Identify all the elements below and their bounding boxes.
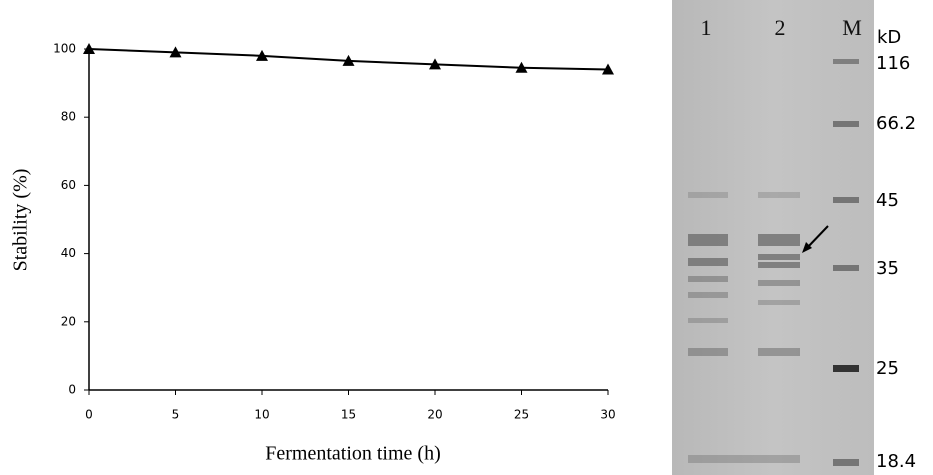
gel xyxy=(672,0,874,475)
marker-label: 45 xyxy=(876,190,899,211)
y-axis-label: Stability (%) xyxy=(10,169,32,272)
x-tick-label: 10 xyxy=(254,408,269,422)
x-tick-label: 30 xyxy=(600,408,615,422)
lane-label: 2 xyxy=(775,15,786,40)
x-tick-label: 20 xyxy=(427,408,442,422)
marker-label: 35 xyxy=(876,258,899,279)
x-tick-label: 25 xyxy=(514,408,529,422)
figure: Fermentation time (h) Stability (%) xyxy=(0,0,933,475)
lane-label: M xyxy=(842,15,862,40)
y-tick-label: 0 xyxy=(68,383,76,397)
unit-label: kD xyxy=(877,27,901,48)
x-tick-label: 5 xyxy=(172,408,180,422)
y-tick-label: 40 xyxy=(61,246,76,260)
y-tick-label: 80 xyxy=(61,110,76,124)
y-tick-label: 60 xyxy=(61,178,76,192)
marker-label: 116 xyxy=(876,53,910,74)
y-tick-label: 20 xyxy=(61,314,76,328)
x-tick-label: 15 xyxy=(341,408,356,422)
lane-label: 1 xyxy=(701,15,712,40)
y-tick-label: 100 xyxy=(53,42,76,56)
x-axis-label: Fermentation time (h) xyxy=(265,443,441,465)
x-tick-label: 0 xyxy=(85,408,93,422)
marker-label: 18.4 xyxy=(876,451,916,472)
marker-label: 25 xyxy=(876,358,899,379)
marker-label: 66.2 xyxy=(876,113,916,134)
